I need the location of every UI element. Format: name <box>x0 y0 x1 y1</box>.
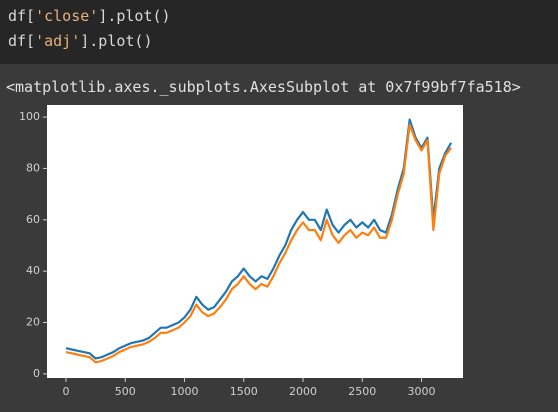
series-line <box>65 118 453 360</box>
code-string: 'adj' <box>35 32 81 50</box>
y-tick-label: 80 <box>26 161 40 174</box>
x-tick-label: 1500 <box>230 385 258 398</box>
output-text: <matplotlib.axes._subplots.AxesSubplot a… <box>6 78 521 96</box>
x-tick-label: 1000 <box>170 385 198 398</box>
code-line: df['adj'].plot() <box>8 32 153 50</box>
x-tick-label: 3000 <box>408 385 436 398</box>
y-tick-label: 100 <box>19 110 40 123</box>
y-tick-label: 0 <box>33 367 40 380</box>
code-token: df[ <box>8 32 36 50</box>
code-cell[interactable]: df['close'].plot() df['adj'].plot() <box>0 0 558 64</box>
code-token: ].plot() <box>80 32 153 50</box>
code-token: df[ <box>8 7 36 25</box>
y-tick-label: 40 <box>26 264 40 277</box>
code-token: ].plot() <box>98 7 171 25</box>
x-tick-label: 0 <box>62 385 69 398</box>
series-line <box>65 123 453 364</box>
code-string: 'close' <box>35 7 99 25</box>
plot-area <box>47 105 463 378</box>
x-tick-label: 2500 <box>348 385 376 398</box>
x-tick-label: 500 <box>115 385 136 398</box>
y-tick-label: 60 <box>26 213 40 226</box>
x-tick-label: 2000 <box>289 385 317 398</box>
y-tick-label: 20 <box>26 316 40 329</box>
code-line: df['close'].plot() <box>8 7 171 25</box>
